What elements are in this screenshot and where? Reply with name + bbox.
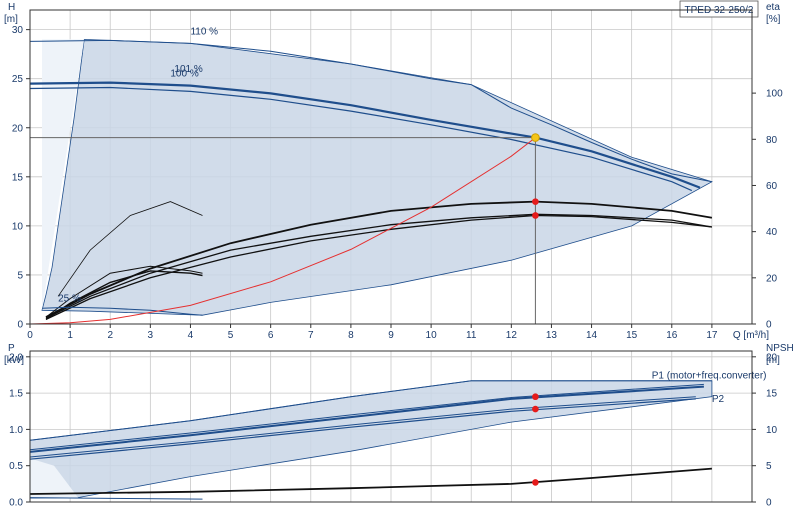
- y-tick-label: 20: [12, 123, 24, 134]
- power-duty-point: [532, 405, 539, 413]
- p1-max-curve: [29, 380, 712, 441]
- power-curve-label: P2: [712, 394, 725, 405]
- x-tick-label: 7: [308, 330, 314, 341]
- p1-duty-curve: [29, 385, 704, 453]
- y-tick-label: 2.0: [9, 352, 23, 363]
- plot-frame: [29, 350, 753, 503]
- x-tick-label: 15: [626, 330, 638, 341]
- x-tick-label: 10: [426, 330, 438, 341]
- system-curve: [29, 137, 536, 325]
- y-right-tick-label: 20: [766, 352, 778, 363]
- y-tick-label: 0.5: [9, 461, 23, 472]
- y-right-tick-label: 20: [766, 273, 778, 284]
- npsh-duty-point: [532, 479, 539, 486]
- y-right-tick-label: 5: [766, 461, 772, 472]
- efficiency-duty-point: [532, 212, 539, 219]
- plot-frame: [29, 9, 753, 325]
- y-tick-label: 1.5: [9, 389, 23, 400]
- title-box: [679, 0, 759, 18]
- x-tick-label: 8: [348, 330, 354, 341]
- power-curve-label: P1 (motor+freq.converter): [652, 371, 767, 382]
- x-tick-label: 17: [706, 330, 718, 341]
- head-curve-110: [29, 39, 712, 183]
- x-tick-label: 3: [148, 330, 154, 341]
- efficiency-curve: [57, 201, 203, 297]
- y-tick-label: 30: [12, 25, 24, 36]
- efficiency-curve: [45, 270, 203, 320]
- y-right-tick-label: 40: [766, 227, 778, 238]
- head-efficiency-plot: 110 %101 %100 %25 %0 1 2 3 4 5 6 7 8 9 10 11 12 13 14 1…: [4, 0, 783, 341]
- p-min-curve: [29, 497, 203, 500]
- y-right-axis-label: NPSH: [766, 343, 794, 354]
- curve-label: 110 %: [190, 27, 218, 38]
- y-tick-label: 5: [17, 270, 23, 281]
- x-tick-label: 12: [506, 330, 518, 341]
- y-right-tick-label: 15: [766, 389, 778, 400]
- x-tick-label: 11: [466, 330, 477, 341]
- npsh-curve: [29, 467, 712, 495]
- y-tick-label: 0: [17, 320, 23, 331]
- power-npsh-plot: P1 (motor+freq.converter) P2 0.0 0.5 1.0 1.5 2…: [4, 343, 794, 509]
- y-tick-label: 10: [12, 221, 24, 232]
- efficiency-duty-point: [532, 198, 539, 205]
- x-tick-label: 13: [546, 330, 558, 341]
- y-right-tick-label: 100: [766, 89, 783, 100]
- low-flow-region: [42, 39, 85, 311]
- y-right-tick-label: 0: [766, 498, 772, 509]
- y-right-axis-label: eta: [766, 2, 780, 13]
- y-axis-label: H: [8, 2, 15, 13]
- efficiency-curve: [45, 213, 713, 319]
- y-right-tick-label: 10: [766, 425, 778, 436]
- p2-curve: [29, 396, 696, 458]
- x-tick-label: 5: [228, 330, 234, 341]
- low-flow-region: [30, 458, 79, 499]
- operating-point: [531, 133, 540, 142]
- y-right-tick-label: 0: [766, 320, 772, 331]
- y-axis-unit: [m]: [4, 14, 18, 25]
- y-tick-label: 25: [12, 74, 24, 85]
- efficiency-curve: [45, 214, 712, 320]
- y-axis-label: P: [8, 343, 15, 354]
- y-right-tick-label: 60: [766, 181, 778, 192]
- y-tick-label: 1.0: [9, 425, 23, 436]
- curve-label: 100 %: [170, 69, 198, 80]
- head-curve-100: [29, 86, 693, 192]
- x-axis-label: Q [m³/h]: [733, 330, 769, 341]
- y-right-axis-unit: [m]: [766, 355, 780, 366]
- y-right-axis-unit: [%]: [766, 14, 781, 25]
- y-right-tick-label: 80: [766, 135, 778, 146]
- head-curve-25: [41, 306, 203, 316]
- x-tick-label: 4: [188, 330, 194, 341]
- x-tick-label: 16: [666, 330, 678, 341]
- head-curve-101: [29, 81, 701, 189]
- p2-duty-curve: [29, 398, 696, 460]
- x-tick-label: 0: [27, 330, 33, 341]
- y-tick-label: 0.0: [9, 498, 23, 509]
- x-tick-label: 1: [67, 330, 73, 341]
- power-duty-point: [532, 393, 539, 401]
- p1-curve: [29, 383, 704, 451]
- curve-label: 25 %: [58, 293, 81, 304]
- x-tick-label: 9: [388, 330, 394, 341]
- x-tick-label: 14: [586, 330, 598, 341]
- x-tick-label: 2: [107, 330, 113, 341]
- operating-envelope: [29, 380, 713, 499]
- x-tick-label: 6: [268, 330, 274, 341]
- curve-label: 101 %: [174, 64, 202, 75]
- efficiency-curve: [45, 265, 203, 318]
- y-tick-label: 15: [12, 172, 24, 183]
- y-axis-unit: [kW]: [4, 355, 24, 366]
